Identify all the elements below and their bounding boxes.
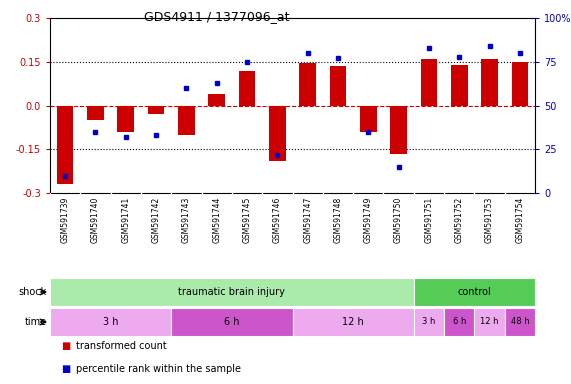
Bar [178,106,195,135]
Text: GSM591752: GSM591752 [455,197,464,243]
Bar [171,308,292,336]
Bar [505,308,535,336]
Text: GSM591748: GSM591748 [333,197,343,243]
Text: time: time [25,317,47,327]
Text: ■: ■ [62,341,71,351]
Text: GSM591743: GSM591743 [182,197,191,243]
Bar [451,65,468,106]
Text: 6 h: 6 h [224,317,240,327]
Bar [444,308,475,336]
Bar [421,59,437,106]
Text: 3 h: 3 h [103,317,118,327]
Text: ■: ■ [62,364,71,374]
Text: 12 h: 12 h [480,318,499,326]
Text: GSM591740: GSM591740 [91,197,100,243]
Bar [481,59,498,106]
Text: GSM591742: GSM591742 [151,197,160,243]
Text: shock: shock [19,287,47,297]
Text: GSM591750: GSM591750 [394,197,403,243]
Text: GSM591747: GSM591747 [303,197,312,243]
Text: control: control [457,287,491,297]
Text: GSM591745: GSM591745 [243,197,252,243]
Bar [269,106,286,161]
Text: GSM591741: GSM591741 [121,197,130,243]
Bar [360,106,377,132]
Bar [50,308,171,336]
Bar [414,278,535,306]
Bar [208,94,225,106]
Text: GSM591746: GSM591746 [273,197,282,243]
Text: 12 h: 12 h [342,317,364,327]
Bar [475,308,505,336]
Text: GSM591751: GSM591751 [424,197,433,243]
Bar [148,106,164,114]
Text: GSM591739: GSM591739 [61,197,70,243]
Text: traumatic brain injury: traumatic brain injury [178,287,286,297]
Bar [390,106,407,154]
Bar [414,308,444,336]
Text: GSM591754: GSM591754 [516,197,524,243]
Bar [50,278,414,306]
Text: GSM591753: GSM591753 [485,197,494,243]
Text: 6 h: 6 h [453,318,466,326]
Bar [512,62,528,106]
Text: 3 h: 3 h [422,318,436,326]
Bar [299,63,316,106]
Text: GSM591744: GSM591744 [212,197,221,243]
Text: transformed count: transformed count [76,341,166,351]
Bar [87,106,104,120]
Bar [239,71,255,106]
Text: GDS4911 / 1377096_at: GDS4911 / 1377096_at [144,10,289,23]
Bar [57,106,74,184]
Bar [329,66,346,106]
Text: 48 h: 48 h [510,318,529,326]
Bar [118,106,134,132]
Bar [292,308,414,336]
Text: GSM591749: GSM591749 [364,197,373,243]
Text: percentile rank within the sample: percentile rank within the sample [76,364,241,374]
